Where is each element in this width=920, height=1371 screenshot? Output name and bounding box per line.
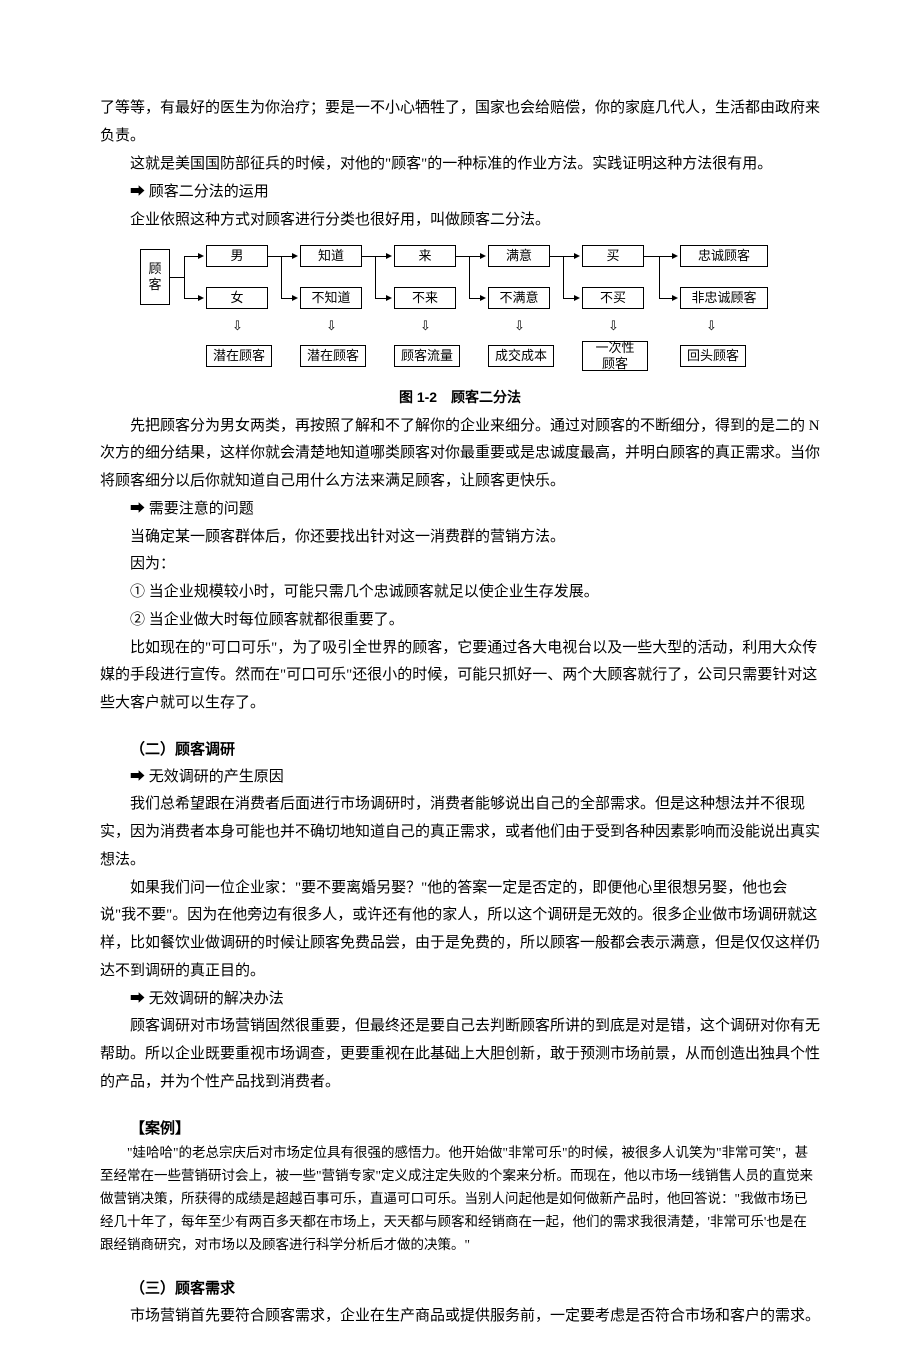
node-root: 顾 客: [140, 249, 170, 305]
node: 满意: [488, 245, 550, 267]
case-body: "娃哈哈"的老总宗庆后对市场定位具有很强的感悟力。他开始做"非常可乐"的时候，被…: [100, 1142, 820, 1257]
bullet: ➡ 无效调研的产生原因: [100, 764, 820, 792]
bullet-text: ➡ 无效调研的解决办法: [130, 991, 284, 1007]
node: 成交成本: [488, 345, 554, 367]
node: 不来: [394, 287, 456, 309]
paragraph: 企业依照这种方式对顾客进行分类也很好用，叫做顾客二分法。: [100, 207, 820, 235]
node: 不买: [582, 287, 644, 309]
paragraph: 我们总希望跟在消费者后面进行市场调研时，消费者能够说出自己的全部需求。但是这种想…: [100, 791, 820, 874]
paragraph: 当确定某一顾客群体后，你还要找出针对这一消费群的营销方法。: [100, 524, 820, 552]
diagram-customer-dichotomy: 顾 客 男 知道 来 满意 买 忠诚顾客 女 不知道 不来 不满意 不买 非忠诚…: [140, 241, 780, 381]
figure-caption: 图 1-2 顾客二分法: [100, 385, 820, 411]
paragraph: 这就是美国国防部征兵的时候，对他的"顾客"的一种标准的作业方法。实践证明这种方法…: [100, 151, 820, 179]
node: 回头顾客: [680, 345, 746, 367]
paragraph: ① 当企业规模较小时，可能只需几个忠诚顾客就足以使企业生存发展。: [100, 579, 820, 607]
node: 买: [582, 245, 644, 267]
node: 潜在顾客: [206, 345, 272, 367]
down-arrow-icon: ⇩: [326, 319, 337, 332]
node: 知道: [300, 245, 362, 267]
down-arrow-icon: ⇩: [608, 319, 619, 332]
paragraph: 如果我们问一位企业家："要不要离婚另娶？"他的答案一定是否定的，即便他心里很想另…: [100, 875, 820, 986]
bullet-text: ➡ 顾客二分法的运用: [130, 184, 269, 200]
node: 非忠诚顾客: [680, 287, 768, 309]
node: 女: [206, 287, 268, 309]
case-heading: 【案例】: [100, 1115, 820, 1143]
section-title: （二）顾客调研: [100, 736, 820, 764]
paragraph: 市场营销首先要符合顾客需求，企业在生产商品或提供服务前，一定要考虑是否符合市场和…: [100, 1303, 820, 1331]
paragraph: 比如现在的"可口可乐"，为了吸引全世界的顾客，它要通过各大电视台以及一些大型的活…: [100, 635, 820, 718]
down-arrow-icon: ⇩: [420, 319, 431, 332]
bullet: ➡ 顾客二分法的运用: [100, 178, 820, 207]
section-title: （三）顾客需求: [100, 1275, 820, 1303]
node: 一次性 顾客: [582, 341, 648, 371]
paragraph: 顾客调研对市场营销固然很重要，但最终还是要自己去判断顾客所讲的到底是对是错，这个…: [100, 1013, 820, 1096]
node: 顾客流量: [394, 345, 460, 367]
node: 不知道: [300, 287, 362, 309]
down-arrow-icon: ⇩: [706, 319, 717, 332]
paragraph: ② 当企业做大时每位顾客就都很重要了。: [100, 607, 820, 635]
paragraph: 了等等，有最好的医生为你治疗；要是一不小心牺牲了，国家也会给赔偿，你的家庭几代人…: [100, 95, 820, 151]
paragraph: 先把顾客分为男女两类，再按照了解和不了解你的企业来细分。通过对顾客的不断细分，得…: [100, 413, 820, 496]
paragraph: 因为：: [100, 551, 820, 579]
bullet-text: ➡ 需要注意的问题: [130, 501, 254, 517]
node: 潜在顾客: [300, 345, 366, 367]
node: 男: [206, 245, 268, 267]
node: 忠诚顾客: [680, 245, 768, 267]
bullet: ➡ 无效调研的解决办法: [100, 986, 820, 1014]
node: 来: [394, 245, 456, 267]
down-arrow-icon: ⇩: [514, 319, 525, 332]
bullet-text: ➡ 无效调研的产生原因: [130, 769, 284, 785]
bullet: ➡ 需要注意的问题: [100, 496, 820, 524]
node: 不满意: [488, 287, 550, 309]
down-arrow-icon: ⇩: [232, 319, 243, 332]
